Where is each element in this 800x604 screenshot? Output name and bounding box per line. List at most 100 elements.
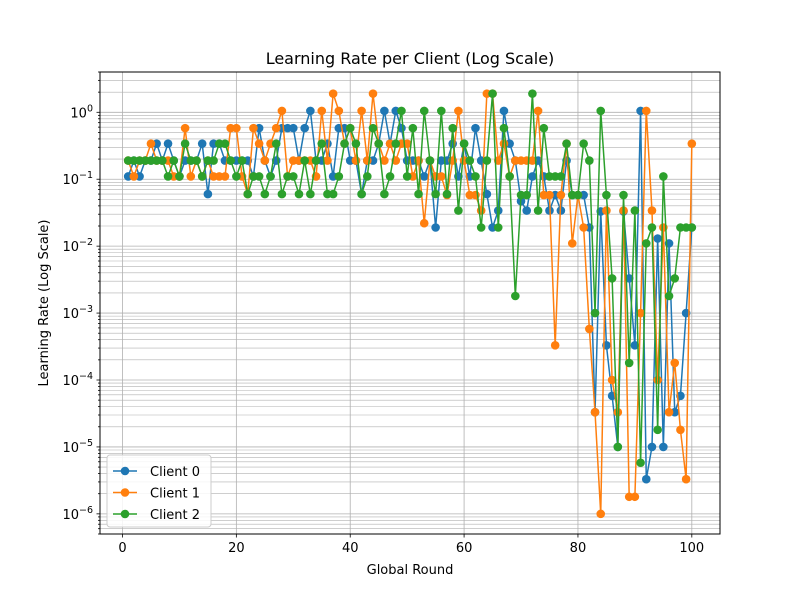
data-point-client-1 [602,206,611,215]
data-point-client-2 [237,156,247,165]
data-point-client-2 [539,123,549,133]
data-point-client-2 [175,172,184,181]
data-point-client-2 [596,106,606,116]
data-point-client-2 [499,123,509,133]
data-point-client-1 [613,407,623,417]
data-point-client-2 [317,139,327,148]
legend: Client 0 Client 1 Client 2 [106,454,212,528]
data-point-client-1 [528,156,537,165]
data-point-client-2 [391,139,401,148]
data-point-client-2 [624,358,634,368]
data-point-client-2 [294,189,304,199]
data-point-client-2 [442,189,452,199]
data-point-client-2 [602,190,611,200]
x-tick-label: 80 [570,541,587,556]
data-point-client-0 [471,123,480,133]
data-point-client-2 [288,172,298,181]
data-point-client-2 [562,139,571,148]
data-point-client-1 [249,123,258,133]
data-point-client-2 [243,189,253,199]
data-point-client-0 [647,442,657,452]
data-point-client-2 [311,156,321,165]
plot-area-frame [99,71,721,535]
data-point-client-2 [454,206,463,215]
data-point-client-1 [664,407,674,417]
data-point-client-0 [197,139,207,148]
data-point-client-1 [317,106,327,116]
data-point-client-2 [533,206,543,215]
data-point-client-2 [357,189,366,199]
data-point-client-2 [607,274,617,283]
data-point-client-0 [306,106,315,116]
data-point-client-0 [659,442,668,452]
legend-box [106,454,212,528]
y-axis-title: Learning Rate (Log Scale) [37,220,52,387]
data-point-client-2 [437,106,446,116]
data-point-client-1 [579,223,588,232]
data-point-client-0 [528,172,537,181]
data-point-client-2 [220,139,230,148]
data-point-client-2 [630,206,640,215]
data-point-client-2 [522,190,532,200]
x-tick-label: 60 [456,541,473,556]
data-point-client-2 [408,123,418,133]
data-point-client-1 [641,106,651,116]
data-point-client-2 [641,239,651,248]
data-point-client-0 [653,234,662,243]
data-point-client-2 [328,189,338,199]
data-point-client-1 [653,375,662,385]
data-point-client-1 [556,190,566,200]
data-point-client-1 [585,324,594,334]
data-point-client-2 [419,106,429,116]
data-point-client-2 [374,139,383,148]
data-point-client-2 [556,172,566,181]
data-point-client-1 [676,425,685,435]
data-point-client-2 [431,189,440,199]
data-point-client-0 [641,474,651,484]
data-point-client-2 [573,190,583,200]
data-point-client-1 [186,172,196,181]
legend-label: Client 2 [150,508,200,523]
data-point-client-1 [129,172,139,181]
data-point-client-2 [209,156,218,165]
data-point-client-0 [522,206,532,215]
data-point-client-2 [465,156,475,165]
x-tick-label: 40 [342,541,359,556]
data-point-client-2 [260,189,270,199]
data-point-client-1 [180,123,190,133]
data-point-client-2 [402,172,412,181]
data-point-client-2 [664,291,674,301]
data-point-client-2 [197,172,207,181]
data-point-client-0 [431,223,440,232]
data-point-client-1 [533,106,543,116]
data-point-client-2 [619,190,628,200]
data-point-client-1 [476,206,486,215]
data-point-client-1 [260,156,270,165]
data-point-client-1 [323,156,332,165]
data-point-client-1 [254,139,264,148]
x-tick-label: 20 [228,541,245,556]
data-point-client-1 [271,123,281,133]
data-point-client-2 [579,139,588,148]
data-point-client-1 [687,139,697,148]
data-point-client-1 [454,106,463,116]
x-tick-label: 0 [118,541,126,556]
data-point-client-2 [659,172,668,181]
data-point-client-2 [585,156,594,165]
data-point-client-2 [459,139,469,148]
data-point-client-2 [169,156,179,165]
chart-title: Learning Rate per Client (Log Scale) [266,49,555,68]
data-point-client-2 [425,156,435,165]
data-point-client-2 [471,172,480,181]
data-point-client-2 [687,223,697,232]
data-point-client-2 [397,106,406,116]
data-point-client-2 [340,139,349,148]
data-point-client-0 [163,139,173,148]
y-tick-label: 10−3 [62,304,93,322]
data-point-client-2 [613,442,623,452]
data-point-client-0 [300,123,309,133]
data-point-client-2 [226,156,235,165]
data-point-client-2 [488,89,497,98]
